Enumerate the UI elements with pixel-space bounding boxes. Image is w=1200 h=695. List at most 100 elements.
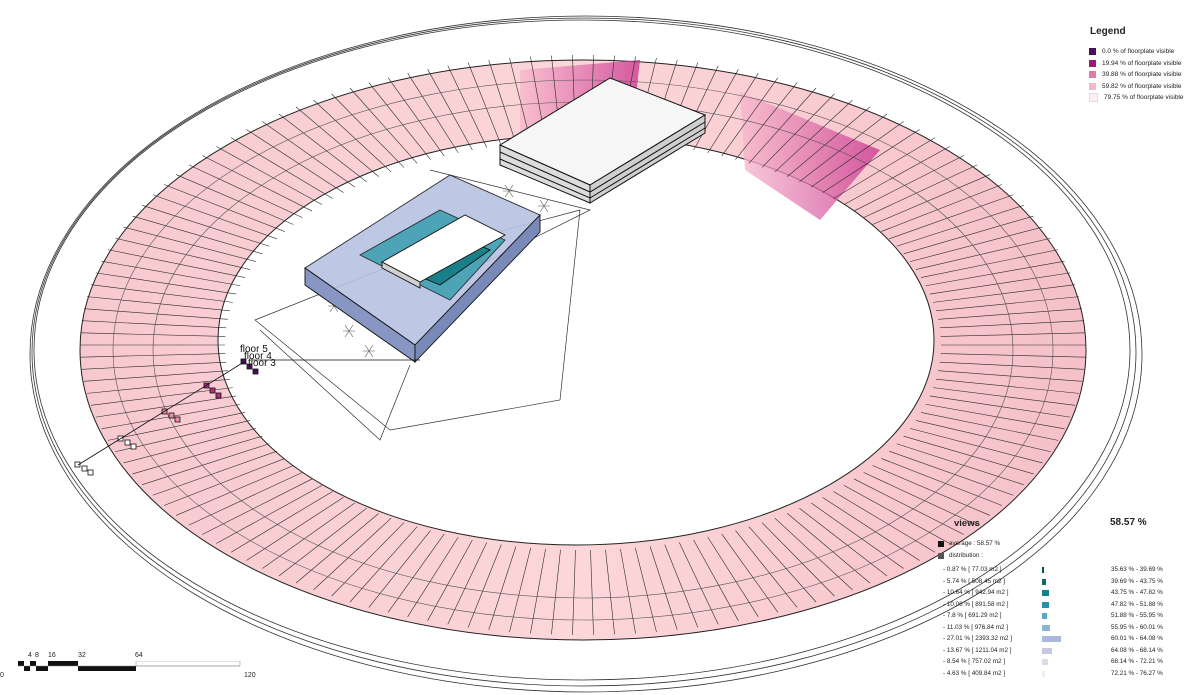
distribution-swatch <box>938 552 944 559</box>
stand-segment-line <box>107 249 245 278</box>
site-outline <box>29 15 1143 693</box>
stand-segment-line <box>427 539 473 621</box>
stand-segment-line <box>605 549 615 635</box>
stand-segment-line <box>202 155 313 212</box>
distribution-row: - 10.64 % [ 942.94 m2 ] 43.75 % - 47.82 % <box>938 589 1183 600</box>
stand-segment-line <box>748 87 817 164</box>
stand-segment-line <box>132 215 263 255</box>
distribution-percent: - 11.03 % [ 976.84 m2 ] <box>943 623 1008 631</box>
stand-segment-line <box>163 184 285 232</box>
stand-segment-line <box>152 194 277 240</box>
stand-segment-line <box>123 226 257 262</box>
stand-segment-line <box>774 99 853 173</box>
distribution-bar <box>1042 613 1048 619</box>
stand-segment-line <box>349 526 418 603</box>
stand-segment-line <box>872 465 991 516</box>
stand-segment-line <box>278 113 367 182</box>
floor-label: floor 4 <box>244 351 272 362</box>
stand-segment-line <box>761 93 835 168</box>
stand-segment-line <box>903 435 1034 475</box>
distribution-percent: - 4.63 % [ 409.84 m2 ] <box>943 669 1005 677</box>
legend-item: 19.94 % of floorplate visible <box>1085 58 1197 70</box>
stand-segment-line <box>87 378 231 394</box>
stand-segment-line <box>80 332 226 337</box>
distribution-percent: - 13.67 % [ 1211.04 m2 ] <box>943 646 1012 654</box>
stand-segment-line <box>940 332 1086 337</box>
stand-segment-line <box>896 205 1024 247</box>
legend-swatch <box>1089 93 1098 103</box>
stand-segment-line <box>693 69 739 151</box>
legend-label: 39.88 % of floorplate visible <box>1102 71 1182 79</box>
stand-segment-line <box>175 174 294 225</box>
stand-segment-line <box>163 458 285 506</box>
stand-segment-line <box>407 73 459 154</box>
stand-segment-line <box>368 82 431 160</box>
stand-segment-line <box>230 137 333 199</box>
stand-segment-line <box>467 62 502 146</box>
stand-segment-line <box>938 370 1083 382</box>
stand-segment-line <box>313 99 392 173</box>
distribution-percent: - 27.01 % [ 2393.32 m2 ] <box>943 635 1012 642</box>
stand-segment-line <box>721 533 779 613</box>
distribution-range: 72.21 % - 76.27 % <box>1111 669 1163 677</box>
stand-segment-line <box>679 542 719 625</box>
stand-segment-line <box>853 155 964 212</box>
stand-segment-line <box>467 544 502 628</box>
stand-segment-line <box>929 272 1071 295</box>
stand-segment-line <box>387 77 445 157</box>
legend-label: 59.82 % of floorplate visible <box>1102 82 1182 90</box>
stand-segment-line <box>246 497 344 561</box>
scale-tick: 8 <box>35 652 39 659</box>
stand-segment-line <box>142 205 270 247</box>
legend-swatch <box>1089 82 1096 90</box>
stand-segment-line <box>90 387 233 406</box>
stand-segment-line <box>175 465 294 516</box>
stand-segment-line <box>115 237 251 270</box>
stand-segment-line <box>881 184 1003 232</box>
stand-ring <box>79 55 1087 641</box>
stand-segment-line <box>278 508 367 577</box>
stand-segment-line <box>853 478 964 535</box>
distribution-percent: - 7.8 % [ 691.29 m2 ] <box>943 612 1002 619</box>
stand-segment-line <box>787 106 871 177</box>
legend-item: 79.75 % of floorplate visible <box>1085 92 1197 104</box>
stand-segment-line <box>142 443 270 485</box>
distribution-range: 55.95 % - 60.01 % <box>1111 623 1163 631</box>
scale-tick: 4 <box>28 652 32 659</box>
stand-segment-line <box>509 547 531 632</box>
stand-segment-line <box>246 129 344 193</box>
stand-segment-line <box>188 472 303 526</box>
distribution-row: - 8.54 % [ 757.02 m2 ] 68.14 % - 72.21 % <box>938 658 1183 669</box>
stand-segment-line <box>262 121 355 188</box>
stand-segment-line <box>83 308 228 320</box>
floor-labels: floor 5 floor 4 floor 3 <box>240 344 276 369</box>
stand-segment-line <box>761 522 835 597</box>
stand-segment-line <box>313 517 392 591</box>
distribution-percent: - 10.06 % [ 891.58 m2 ] <box>943 600 1009 608</box>
stand-segment-line <box>933 284 1076 303</box>
stand-segment-line <box>822 497 920 561</box>
stand-segment-line <box>649 546 678 630</box>
stand-segment-line <box>707 536 759 617</box>
stand-segment-line <box>811 502 904 569</box>
stand-segment-line <box>693 539 739 621</box>
stand-segment-line <box>123 428 257 464</box>
stand-segment-line <box>188 164 303 218</box>
stand-segment-line <box>488 546 517 630</box>
scale-bar: 4 8 16 32 64 0 120 <box>0 650 260 690</box>
stand-segment-line <box>881 458 1003 506</box>
stand-segment-line <box>889 194 1014 240</box>
distribution-row: - 7.8 % [ 691.29 m2 ] 51.88 % - 55.95 % <box>938 612 1183 623</box>
scale-tick: 16 <box>48 652 56 659</box>
stand-segment-line <box>811 121 904 188</box>
stand-segment-line <box>81 320 227 329</box>
stand-segment-line <box>387 533 445 613</box>
legend-label: 79.75 % of floorplate visible <box>1104 94 1184 102</box>
stand-segment-line <box>863 164 978 218</box>
distribution-range: 35.63 % - 39.69 % <box>1111 566 1163 573</box>
stand-segment-line <box>295 513 379 584</box>
stand-segment-line <box>833 137 936 199</box>
distribution-range: 51.88 % - 55.95 % <box>1111 612 1163 619</box>
legend-label: 19.94 % of floorplate visible <box>1102 59 1182 67</box>
